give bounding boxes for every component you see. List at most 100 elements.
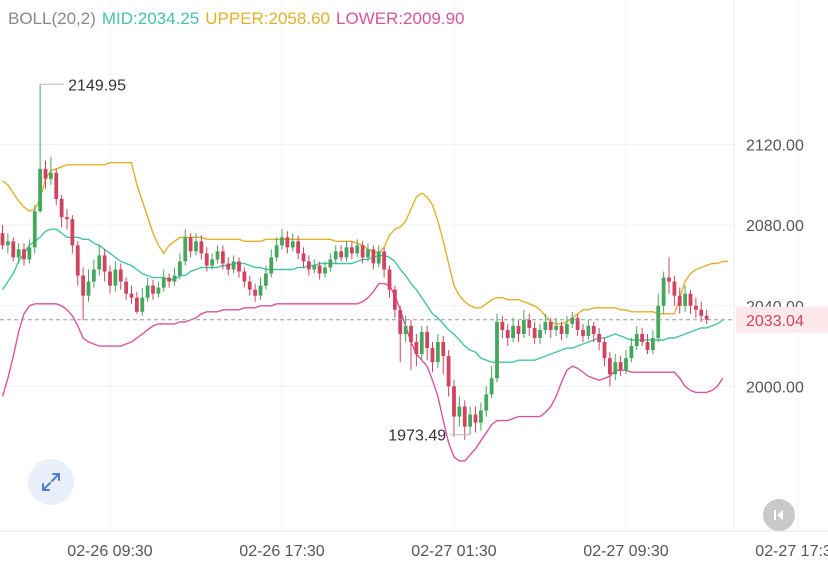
candle	[258, 277, 263, 300]
candle	[677, 287, 682, 314]
candle	[194, 233, 198, 256]
candle-body	[575, 317, 580, 330]
candle-body	[543, 321, 548, 330]
candle-body	[242, 271, 247, 282]
candle-body	[607, 358, 612, 375]
candle	[478, 402, 483, 431]
candle	[349, 241, 354, 260]
candle-body	[188, 237, 193, 252]
candle	[226, 257, 231, 276]
candle-body	[484, 394, 489, 411]
skip-back-button[interactable]	[763, 499, 795, 531]
candle-body	[253, 289, 258, 296]
candle	[247, 275, 252, 296]
candle-body	[344, 247, 349, 258]
candle	[32, 205, 37, 254]
candle-body	[237, 261, 241, 272]
candle	[312, 259, 317, 274]
candle-body	[532, 327, 537, 338]
candle-body	[48, 172, 53, 179]
candle-body	[247, 281, 252, 290]
candle-body	[446, 356, 451, 387]
candle	[462, 400, 467, 440]
candle-body	[656, 305, 661, 338]
price-tick-label: 2080.00	[746, 218, 804, 235]
candle	[489, 366, 494, 399]
candle	[656, 293, 661, 343]
candle-body	[151, 285, 155, 294]
candle	[38, 84, 43, 214]
candle-body	[118, 269, 123, 282]
candle	[366, 243, 370, 262]
candle	[59, 194, 64, 228]
candle	[586, 319, 591, 341]
candle	[70, 215, 75, 254]
price-tick-label: 2000.00	[746, 379, 804, 396]
candle	[511, 317, 516, 343]
candle	[387, 265, 392, 298]
lower-value: LOWER:2009.90	[335, 9, 465, 28]
candle	[688, 289, 693, 314]
candle	[672, 275, 677, 306]
candle	[704, 309, 709, 324]
candle-body	[516, 325, 521, 334]
candle-body	[419, 331, 424, 355]
candle-body	[0, 233, 5, 246]
candle-body	[333, 251, 338, 260]
candle	[269, 249, 274, 278]
candle	[640, 327, 645, 347]
time-tick-label: 02-27 17:30	[755, 543, 828, 560]
candle-body	[468, 414, 473, 427]
candle-body	[215, 251, 220, 260]
candle-body	[435, 342, 440, 363]
candle	[693, 297, 698, 318]
chart-grid	[0, 0, 828, 532]
candle-body	[43, 168, 48, 179]
candle	[521, 309, 526, 338]
band-upper	[2, 161, 729, 325]
candle-body	[59, 199, 64, 218]
candle-body	[65, 217, 69, 220]
candle-body	[199, 241, 204, 254]
candle-body	[441, 342, 446, 357]
candle-body	[430, 348, 435, 363]
candle	[22, 243, 26, 266]
candle-body	[11, 241, 16, 258]
candle-body	[258, 285, 263, 296]
candle	[634, 325, 639, 351]
candle	[382, 247, 387, 278]
candle-body	[392, 289, 397, 310]
candle-body	[38, 168, 43, 212]
candle-body	[505, 329, 510, 338]
candle-body	[570, 317, 575, 324]
candle-body	[306, 261, 311, 270]
candle-body	[629, 346, 634, 359]
last-price-badge	[736, 306, 828, 333]
time-tick-label: 02-26 09:30	[67, 543, 153, 560]
candle-body	[140, 297, 145, 312]
candle-body	[220, 251, 225, 264]
candle-body	[564, 323, 569, 334]
expand-button[interactable]	[28, 459, 74, 505]
candle-body	[269, 257, 274, 274]
candle-body	[688, 293, 693, 306]
candle	[81, 267, 86, 320]
candle	[371, 245, 376, 270]
candle	[468, 406, 473, 435]
candle	[317, 261, 322, 280]
expand-arrows-icon	[42, 473, 60, 491]
candle-body	[602, 342, 607, 359]
candle-body	[624, 358, 628, 371]
candle-body	[414, 342, 419, 355]
candle	[210, 253, 215, 270]
candle	[274, 237, 279, 262]
candle	[414, 333, 419, 367]
candle	[16, 243, 21, 264]
mid-value: MID:2034.25	[101, 9, 200, 28]
candle	[204, 247, 209, 272]
candle-body	[167, 277, 172, 282]
candle	[11, 237, 16, 262]
candle	[263, 265, 268, 290]
candle	[484, 386, 489, 417]
candle-body	[290, 241, 295, 248]
